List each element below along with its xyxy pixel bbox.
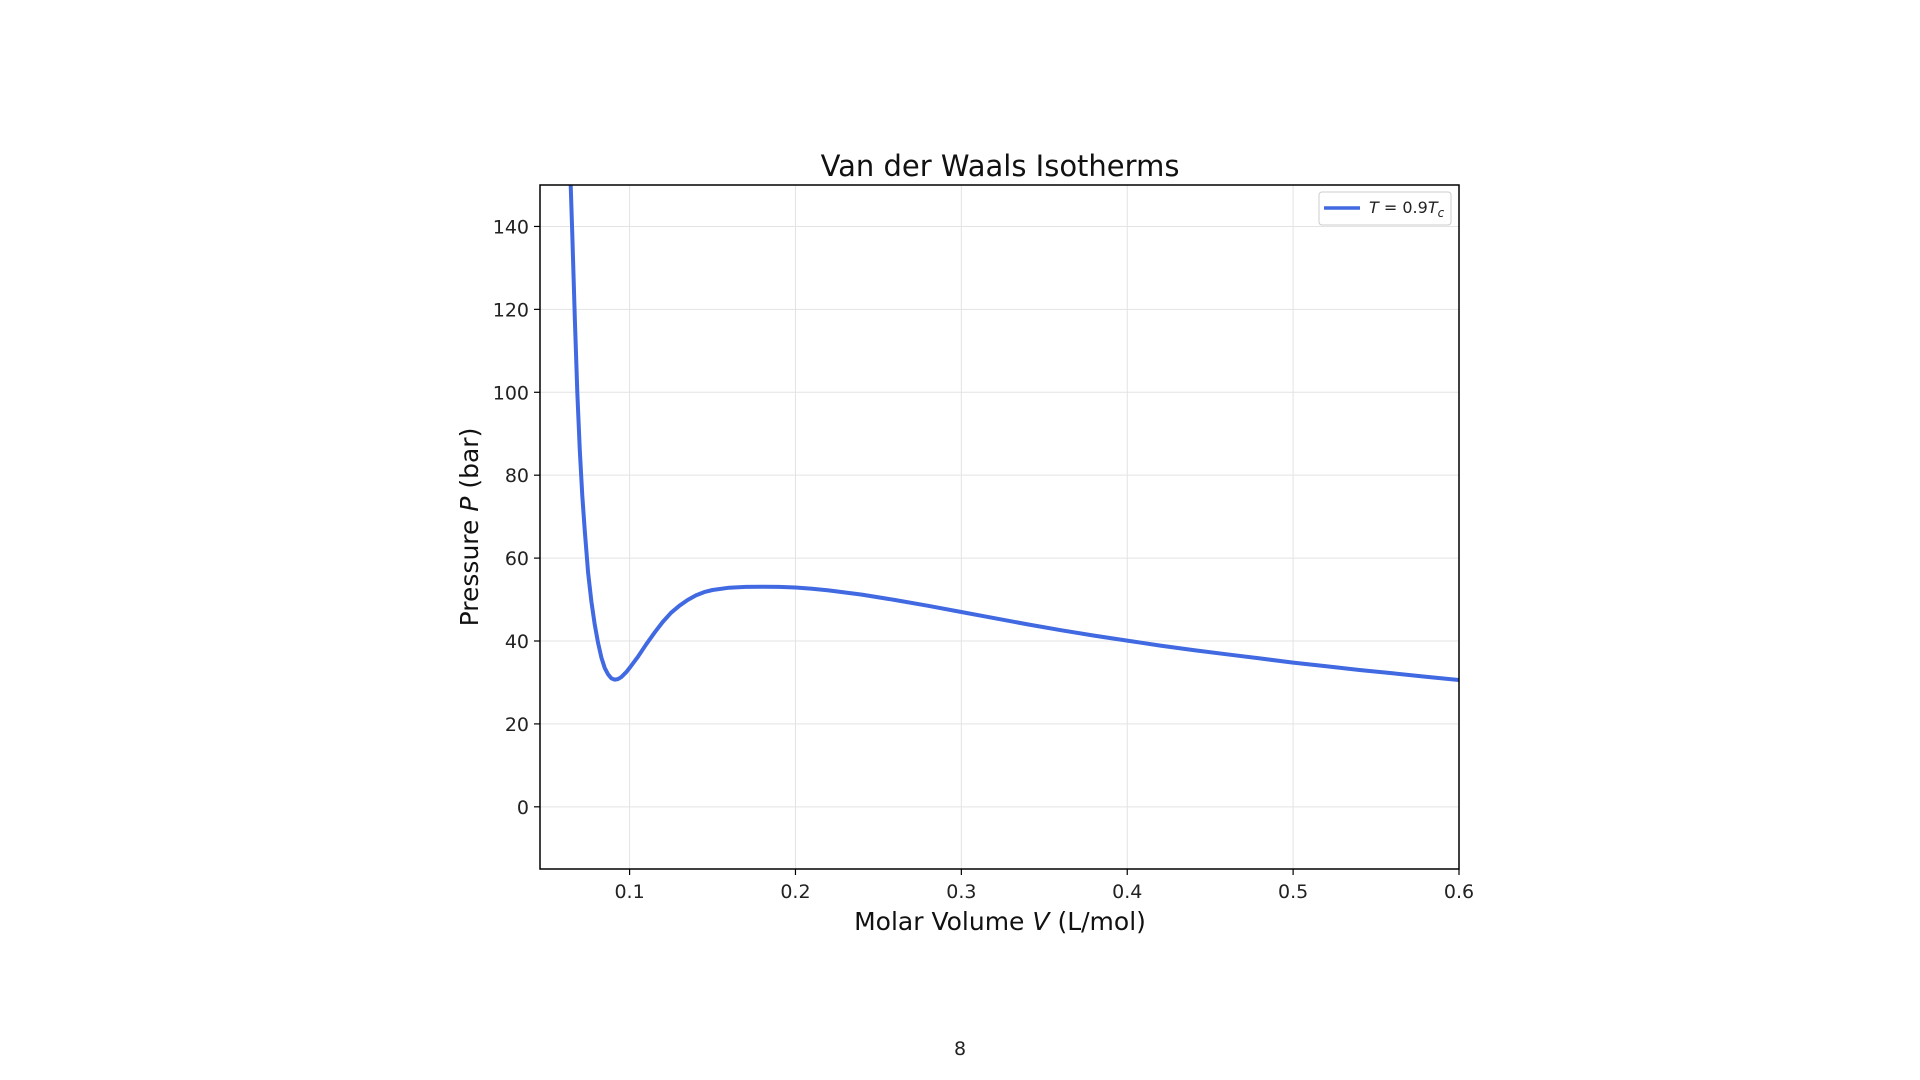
y-tick-label: 60 xyxy=(505,548,529,570)
y-axis-title: Pressure P (bar) xyxy=(455,428,484,627)
x-axis-title: Molar Volume V (L/mol) xyxy=(854,907,1146,936)
x-tick-label: 0.2 xyxy=(780,881,810,903)
tick-layer: 0.1 0.2 0.3 0.4 0.5 0.6 0 20 40 60 80 100 120 140 xyxy=(493,216,1474,903)
series-layer xyxy=(568,185,1459,682)
series-line-0 xyxy=(568,185,1459,682)
legend-label: T = 0.9Tc xyxy=(1369,198,1445,220)
plot-frame xyxy=(539,184,1460,870)
y-tick-label: 40 xyxy=(505,631,529,653)
y-tick-label: 0 xyxy=(517,797,529,819)
x-tick-label: 0.4 xyxy=(1112,881,1142,903)
legend: T = 0.9Tc xyxy=(1318,191,1452,226)
y-tick-label: 80 xyxy=(505,465,529,487)
x-tick-label: 0.6 xyxy=(1444,881,1474,903)
grid-lines xyxy=(540,185,1460,869)
legend-box xyxy=(1318,191,1452,226)
x-tick-label: 0.1 xyxy=(614,881,644,903)
x-tick-label: 0.5 xyxy=(1278,881,1308,903)
y-tick-label: 120 xyxy=(493,299,529,321)
y-tick-label: 100 xyxy=(493,382,529,404)
page-number: 8 xyxy=(953,1038,967,1060)
y-tick-label: 20 xyxy=(505,714,529,736)
x-tick-label: 0.3 xyxy=(946,881,976,903)
y-tick-label: 140 xyxy=(493,216,529,238)
chart-title: Van der Waals Isotherms xyxy=(821,149,1180,183)
